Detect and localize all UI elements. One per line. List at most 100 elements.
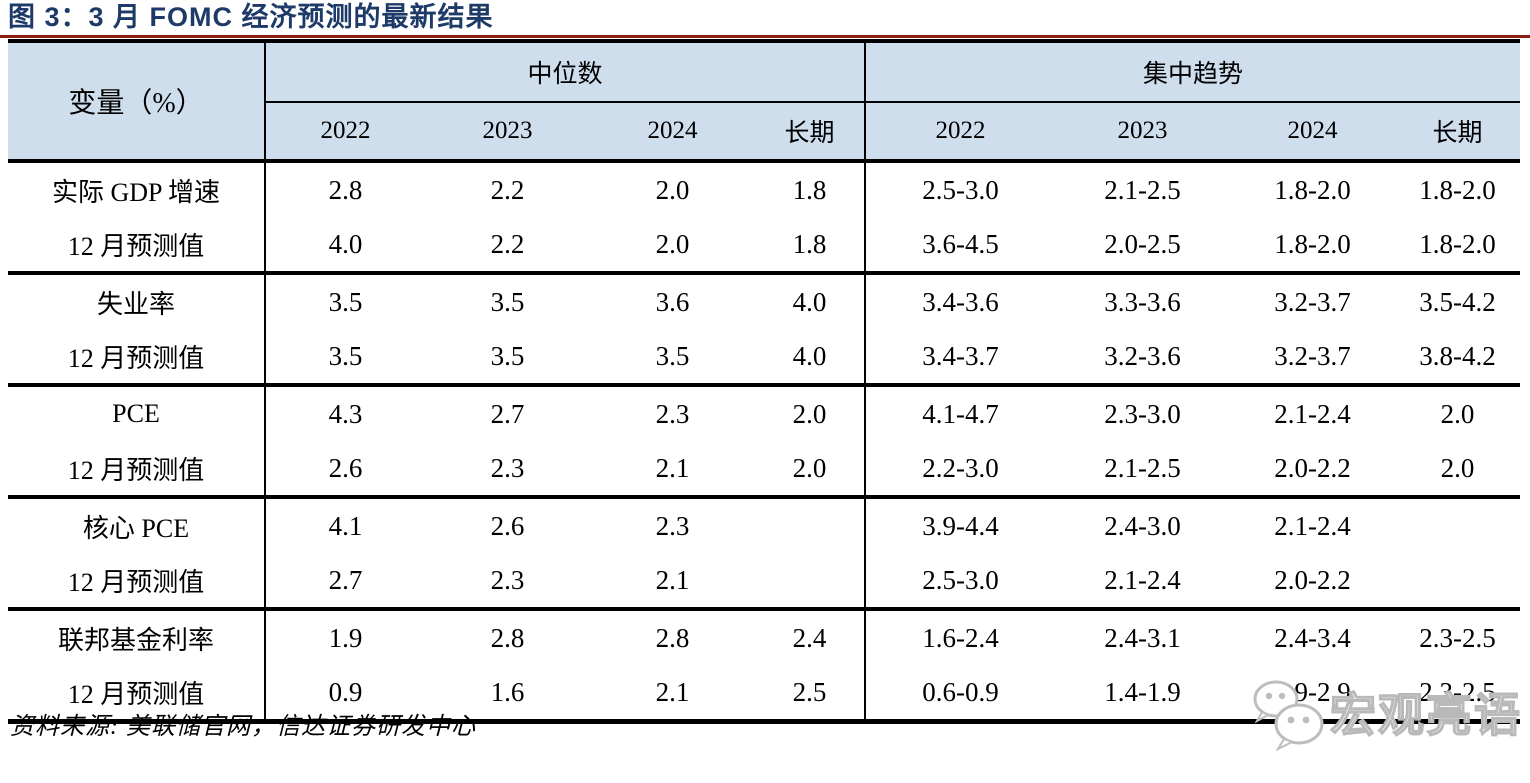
row-label: PCE — [8, 385, 265, 441]
table-row: 实际 GDP 增速 2.8 2.2 2.0 1.8 2.5-3.0 2.1-2.5 1.8-2… — [8, 161, 1521, 217]
median-cell: 1.6 — [425, 665, 590, 724]
central-tendency-cell: 3.4-3.7 — [864, 329, 1056, 387]
central-tendency-cell: 3.2-3.7 — [1230, 273, 1396, 329]
table-row: 核心 PCE 4.1 2.6 2.3 3.9-4.4 2.4-3.0 2.1-2.4 — [8, 497, 1521, 553]
central-tendency-cell: 2.0-2.5 — [1055, 217, 1231, 275]
central-tendency-cell: 2.0 — [1395, 441, 1521, 499]
median-cell: 3.5 — [425, 329, 590, 387]
median-cell: 1.9 — [264, 609, 425, 665]
table-row: 12 月预测值 3.5 3.5 3.5 4.0 3.4-3.7 3.2-3.6 3.2-3.7… — [8, 329, 1521, 387]
col-header: 2022 — [265, 102, 425, 163]
wechat-icon — [1253, 680, 1324, 752]
col-header: 2022 — [864, 102, 1056, 163]
central-tendency-cell: 2.0-2.2 — [1230, 553, 1396, 611]
median-cell: 2.7 — [264, 553, 425, 611]
central-tendency-cell: 1.8-2.0 — [1395, 161, 1521, 217]
median-cell: 2.8 — [264, 161, 425, 217]
central-tendency-cell: 2.1-2.4 — [1230, 497, 1396, 553]
median-cell: 2.7 — [425, 385, 590, 441]
central-tendency-cell: 2.0-2.2 — [1230, 441, 1396, 499]
median-cell: 4.3 — [264, 385, 425, 441]
corner-header: 变量（%） — [8, 39, 266, 163]
row-label: 12 月预测值 — [8, 553, 265, 611]
median-cell — [755, 497, 866, 553]
central-tendency-cell: 2.0 — [1395, 385, 1521, 441]
median-cell: 2.0 — [755, 441, 866, 499]
central-tendency-cell: 2.4-3.1 — [1055, 609, 1231, 665]
central-tendency-cell: 1.8-2.0 — [1395, 217, 1521, 275]
median-cell: 4.0 — [755, 329, 866, 387]
row-label: 实际 GDP 增速 — [8, 161, 265, 217]
figure-title: 图 3：3 月 FOMC 经济预测的最新结果 — [8, 2, 494, 32]
median-cell: 1.8 — [755, 161, 866, 217]
col-header: 长期 — [755, 102, 866, 163]
median-cell: 2.8 — [590, 609, 755, 665]
table-row: 12 月预测值 4.0 2.2 2.0 1.8 3.6-4.5 2.0-2.5 1.8-2.0… — [8, 217, 1521, 275]
median-cell: 3.5 — [425, 273, 590, 329]
group-header-median: 中位数 — [265, 39, 866, 103]
central-tendency-cell: 2.3-2.5 — [1395, 609, 1521, 665]
title-underline-rule — [0, 35, 1530, 38]
header-year-row: 2022 2023 2024 长期 2022 2023 2024 长期 — [8, 102, 1521, 163]
median-cell: 3.6 — [590, 273, 755, 329]
central-tendency-cell: 3.2-3.6 — [1055, 329, 1231, 387]
table-row: PCE 4.3 2.7 2.3 2.0 4.1-4.7 2.3-3.0 2.1-2.4 2.0 — [8, 385, 1521, 441]
central-tendency-cell: 1.4-1.9 — [1055, 665, 1231, 724]
central-tendency-cell: 1.8-2.0 — [1230, 161, 1396, 217]
median-cell: 1.8 — [755, 217, 866, 275]
central-tendency-cell: 3.6-4.5 — [864, 217, 1056, 275]
central-tendency-cell: 1.6-2.4 — [864, 609, 1056, 665]
watermark: 宏观亮语 — [1248, 675, 1524, 755]
median-cell: 2.1 — [590, 441, 755, 499]
fomc-projections-table: 变量（%） 中位数 集中趋势 2022 2023 2024 长期 2022 20… — [8, 39, 1521, 724]
median-cell: 2.0 — [590, 161, 755, 217]
central-tendency-cell: 0.6-0.9 — [864, 665, 1056, 724]
median-cell — [755, 553, 866, 611]
median-cell: 2.1 — [590, 665, 755, 724]
median-cell: 3.5 — [590, 329, 755, 387]
median-cell: 2.6 — [425, 497, 590, 553]
central-tendency-cell: 3.4-3.6 — [864, 273, 1056, 329]
row-label: 12 月预测值 — [8, 665, 265, 724]
central-tendency-cell: 2.4-3.0 — [1055, 497, 1231, 553]
central-tendency-cell: 4.1-4.7 — [864, 385, 1056, 441]
central-tendency-cell: 2.1-2.4 — [1055, 553, 1231, 611]
central-tendency-cell: 2.3-2.5 — [1395, 665, 1521, 724]
median-cell: 2.5 — [755, 665, 866, 724]
central-tendency-cell: 2.5-3.0 — [864, 161, 1056, 217]
median-cell: 2.0 — [590, 217, 755, 275]
median-cell: 2.3 — [425, 553, 590, 611]
row-label: 12 月预测值 — [8, 441, 265, 499]
central-tendency-cell: 2.1-2.5 — [1055, 161, 1231, 217]
central-tendency-cell — [1395, 553, 1521, 611]
row-label: 12 月预测值 — [8, 217, 265, 275]
table-row: 12 月预测值 2.6 2.3 2.1 2.0 2.2-3.0 2.1-2.5 2.0-2.2… — [8, 441, 1521, 499]
central-tendency-cell: 3.2-3.7 — [1230, 329, 1396, 387]
median-cell: 4.1 — [264, 497, 425, 553]
median-cell: 4.0 — [264, 217, 425, 275]
source-note: 资料来源: 美联储官网，信达证券研发中心 — [10, 714, 476, 740]
median-cell: 2.3 — [590, 497, 755, 553]
central-tendency-cell: 2.4-3.4 — [1230, 609, 1396, 665]
central-tendency-cell: 1.8-2.0 — [1230, 217, 1396, 275]
row-label: 核心 PCE — [8, 497, 265, 553]
row-label: 12 月预测值 — [8, 329, 265, 387]
central-tendency-cell — [1395, 497, 1521, 553]
col-header: 2023 — [1055, 102, 1231, 163]
central-tendency-cell: 2.3-3.0 — [1055, 385, 1231, 441]
table-row: 失业率 3.5 3.5 3.6 4.0 3.4-3.6 3.3-3.6 3.2-3.7 3.5-… — [8, 273, 1521, 329]
median-cell: 2.3 — [425, 441, 590, 499]
col-header: 长期 — [1395, 102, 1521, 163]
col-header: 2024 — [590, 102, 755, 163]
header-group-row: 变量（%） 中位数 集中趋势 — [8, 39, 1521, 163]
central-tendency-cell: 3.9-4.4 — [864, 497, 1056, 553]
central-tendency-cell: 3.3-3.6 — [1055, 273, 1231, 329]
median-cell: 2.2 — [425, 161, 590, 217]
central-tendency-cell: 3.8-4.2 — [1395, 329, 1521, 387]
median-cell: 2.6 — [264, 441, 425, 499]
median-cell: 2.0 — [755, 385, 866, 441]
median-cell: 2.4 — [755, 609, 866, 665]
table-row: 12 月预测值 2.7 2.3 2.1 2.5-3.0 2.1-2.4 2.0-2.2 — [8, 553, 1521, 611]
central-tendency-cell: 3.5-4.2 — [1395, 273, 1521, 329]
median-cell: 2.1 — [590, 553, 755, 611]
